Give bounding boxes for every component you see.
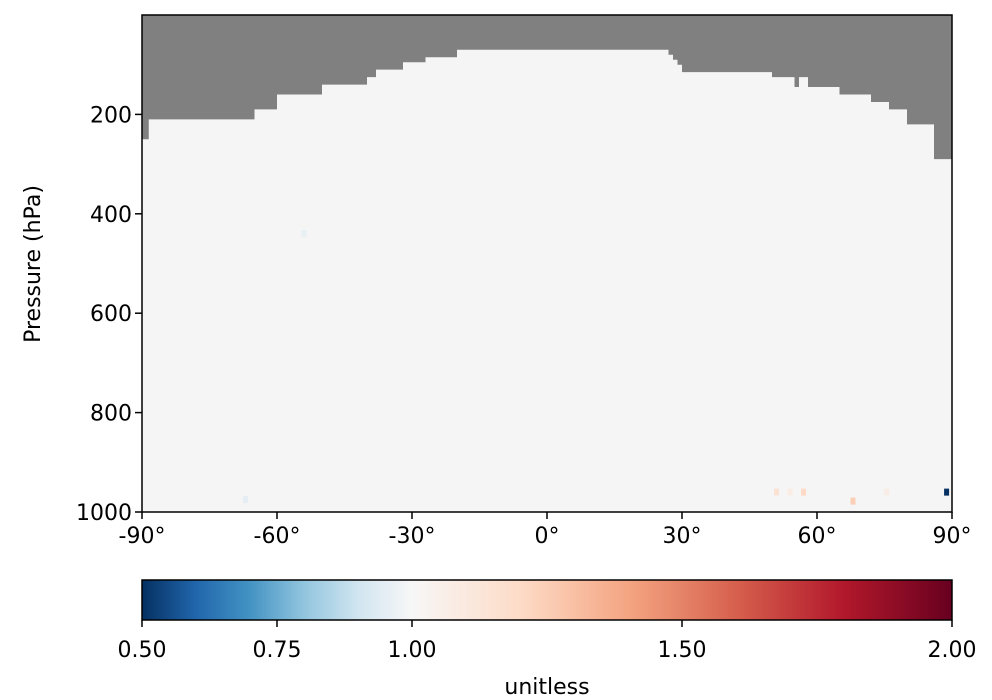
y-tick-label: 800 [90, 402, 132, 427]
x-tick-label: -30° [389, 524, 436, 549]
colorbar-tick-label: 2.00 [928, 638, 977, 663]
y-axis-ticks: 200 400 600 800 1000 [76, 103, 142, 526]
x-tick-label: -60° [254, 524, 301, 549]
x-tick-label: 0° [535, 524, 560, 549]
y-tick-label: 400 [90, 203, 132, 228]
anomaly-cell [850, 497, 856, 505]
colorbar-gradient [142, 580, 952, 620]
y-tick-label: 200 [90, 103, 132, 128]
x-tick-label: 90° [933, 524, 972, 549]
anomaly-cell [944, 488, 950, 496]
anomaly-cell [243, 496, 248, 504]
colorbar-tick-label: 0.75 [253, 638, 302, 663]
colorbar-label: unitless [504, 675, 589, 700]
anomaly-cell [884, 488, 890, 496]
x-tick-label: 30° [663, 524, 702, 549]
anomaly-cell [774, 488, 779, 496]
colorbar-tick-label: 0.50 [118, 638, 167, 663]
colorbar-ticks: 0.50 0.75 1.00 1.50 2.00 [118, 620, 977, 663]
y-tick-label: 1000 [76, 501, 132, 526]
y-axis-label: Pressure (hPa) [21, 185, 46, 343]
colorbar-tick-label: 1.50 [658, 638, 707, 663]
x-axis-ticks: -90° -60° -30° 0° 30° 60° 90° [119, 512, 972, 549]
anomaly-cell [801, 488, 806, 496]
heatmap-plot-area [141, 14, 953, 513]
x-tick-label: 60° [798, 524, 837, 549]
x-tick-label: -90° [119, 524, 166, 549]
colorbar: 0.50 0.75 1.00 1.50 2.00 unitless [118, 579, 977, 700]
masked-region-layer [142, 15, 952, 160]
anomaly-cells [243, 230, 950, 505]
y-tick-label: 600 [90, 302, 132, 327]
anomaly-cell [787, 488, 793, 496]
anomaly-cell [301, 230, 307, 238]
colorbar-frame [141, 579, 953, 621]
colorbar-tick-label: 1.00 [388, 638, 437, 663]
masked-region [142, 15, 952, 160]
